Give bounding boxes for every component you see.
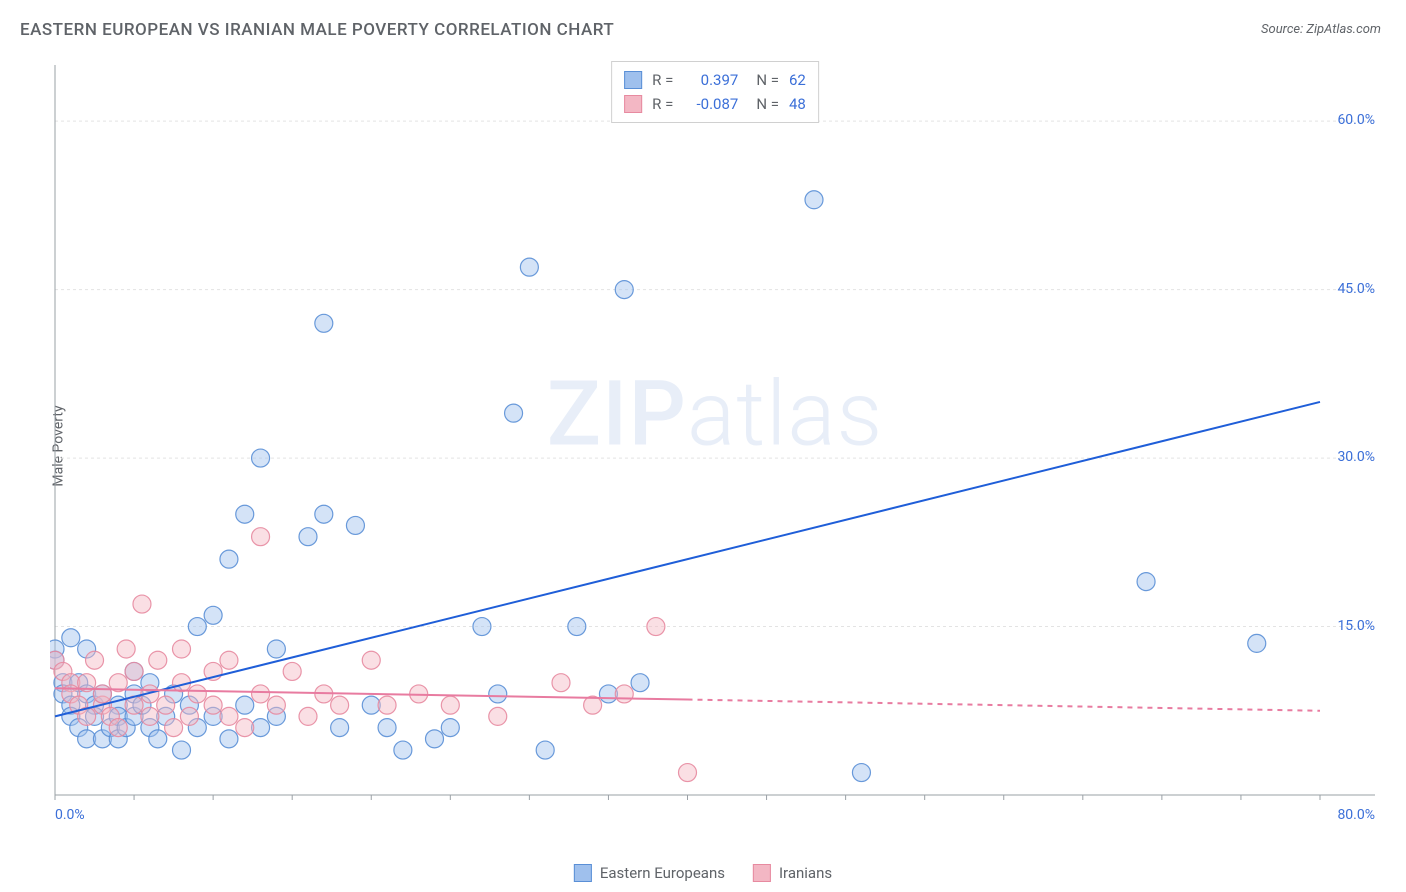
legend-swatch-icon [574, 864, 592, 882]
n-value: 48 [789, 92, 806, 116]
scatter-plot-svg [50, 55, 1380, 835]
plot-area: ZIPatlas R =0.397N =62R =-0.087N =48 15.… [50, 55, 1380, 835]
series-legend-label: Eastern Europeans [600, 864, 725, 882]
series-legend: Eastern Europeans Iranians [574, 864, 832, 882]
correlation-legend-row: R = 0.397 N = 62 [624, 68, 806, 92]
legend-swatch-icon [624, 95, 642, 113]
x-tick-label: 0.0% [55, 807, 85, 823]
series-legend-item: Iranians [753, 864, 832, 882]
correlation-legend: R = 0.397 N = 62 R = -0.087 N = 48 [611, 61, 819, 123]
legend-swatch-icon [624, 71, 642, 89]
source-attribution: Source: ZipAtlas.com [1261, 22, 1381, 37]
correlation-legend-row: R = -0.087 N = 48 [624, 92, 806, 116]
series-legend-label: Iranians [779, 864, 832, 882]
chart-title: EASTERN EUROPEAN VS IRANIAN MALE POVERTY… [20, 20, 614, 40]
legend-swatch-icon [753, 864, 771, 882]
r-label: R = [652, 68, 673, 92]
chart-container: EASTERN EUROPEAN VS IRANIAN MALE POVERTY… [0, 0, 1406, 892]
n-label: N = [756, 68, 779, 92]
y-tick-label: 60.0% [1337, 112, 1375, 128]
y-tick-label: 15.0% [1337, 618, 1375, 634]
n-value: 62 [789, 68, 806, 92]
y-tick-label: 30.0% [1337, 449, 1375, 465]
r-label: R = [652, 92, 673, 116]
r-value: -0.087 [683, 92, 738, 116]
r-value: 0.397 [683, 68, 738, 92]
n-label: N = [756, 92, 779, 116]
y-tick-label: 45.0% [1337, 281, 1375, 297]
series-legend-item: Eastern Europeans [574, 864, 725, 882]
x-tick-label: 80.0% [1337, 807, 1375, 823]
